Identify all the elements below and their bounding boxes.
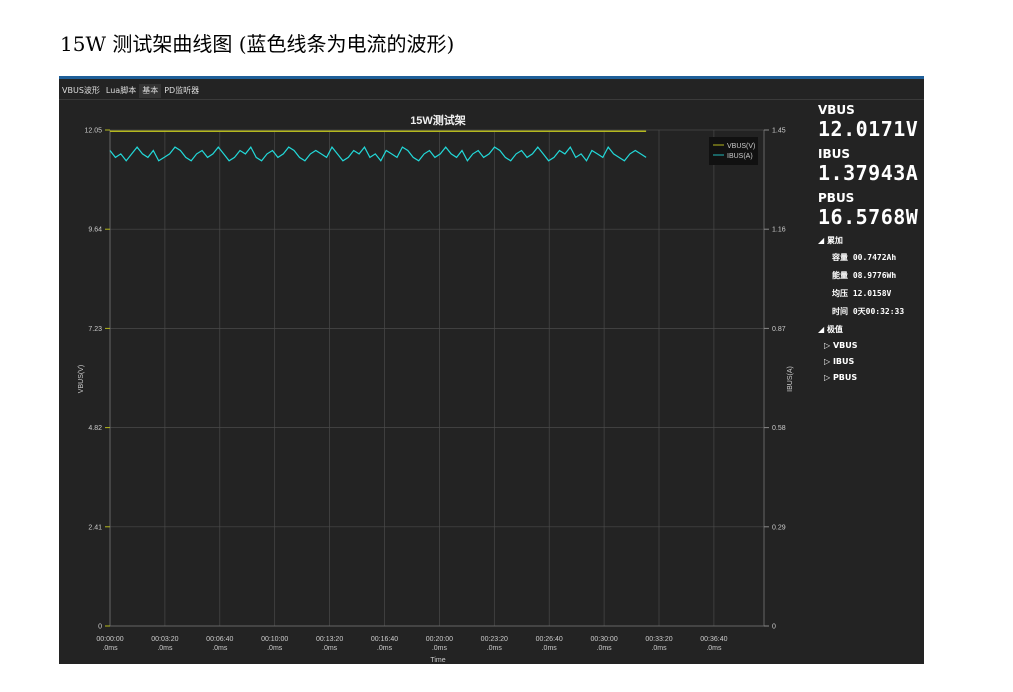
y-tick-label-left: 0 — [98, 624, 102, 631]
x-tick-sublabel: .0ms — [267, 645, 283, 652]
x-tick-sublabel: .0ms — [487, 645, 503, 652]
x-tick-label: 00:13:20 — [316, 636, 343, 643]
x-tick-label: 00:06:40 — [206, 636, 233, 643]
x-tick-label: 00:23:20 — [481, 636, 508, 643]
y-tick-label-right: 1.16 — [772, 227, 786, 234]
x-tick-sublabel: .0ms — [102, 645, 118, 652]
extreme-section[interactable]: ◢ 极值 — [818, 324, 918, 335]
extreme-pbus[interactable]: ▷ PBUS — [824, 373, 918, 382]
collapse-icon: ◢ — [818, 236, 827, 245]
accum-energy: 能量 08.9776Wh — [832, 270, 918, 281]
extreme-vbus[interactable]: ▷ VBUS — [824, 341, 918, 350]
x-tick-sublabel: .0ms — [157, 645, 173, 652]
capacity-value: 00.7472Ah — [852, 253, 897, 262]
tab-bar: VBUS波形 Lua脚本 基本 PD监听器 — [59, 84, 202, 98]
x-tick-sublabel: .0ms — [597, 645, 613, 652]
vbus-value: 12.0171V — [818, 117, 919, 141]
x-tick-sublabel: .0ms — [212, 645, 228, 652]
time-value: 0天00:32:33 — [852, 307, 905, 316]
pbus-value: 16.5768W — [818, 205, 919, 229]
x-tick-label: 00:00:00 — [96, 636, 123, 643]
tab-basic[interactable]: 基本 — [139, 84, 162, 98]
y-tick-label-right: 0.29 — [772, 524, 786, 531]
readout-panel: VBUS 12.0171V IBUS 1.37943A PBUS 16.5768… — [818, 103, 918, 389]
x-tick-sublabel: .0ms — [706, 645, 722, 652]
extreme-label: 极值 — [826, 325, 843, 334]
x-tick-sublabel: .0ms — [377, 645, 393, 652]
x-tick-label: 00:20:00 — [426, 636, 453, 643]
y-tick-label-left: 4.82 — [88, 425, 102, 432]
extreme-pbus-label: PBUS — [832, 373, 858, 382]
vbus-label: VBUS — [818, 103, 855, 117]
accum-avg-voltage: 均压 12.0158V — [832, 288, 918, 299]
pbus-label: PBUS — [818, 191, 855, 205]
collapse-icon: ◢ — [818, 325, 827, 334]
y-tick-label-left: 7.23 — [88, 326, 102, 333]
series-ibus-line — [109, 146, 647, 162]
x-tick-label: 00:26:40 — [536, 636, 563, 643]
ibus-value: 1.37943A — [818, 161, 919, 185]
x-tick-label: 00:33:20 — [645, 636, 672, 643]
y-tick-label-left: 12.05 — [84, 128, 102, 135]
x-tick-sublabel: .0ms — [322, 645, 338, 652]
expand-icon: ▷ — [824, 341, 833, 350]
ibus-label: IBUS — [818, 147, 850, 161]
y-tick-label-left: 9.64 — [88, 227, 102, 234]
avg-voltage-value: 12.0158V — [852, 289, 892, 298]
y-tick-label-right: 0.58 — [772, 425, 786, 432]
energy-value: 08.9776Wh — [852, 271, 897, 280]
capacity-label: 容量 — [832, 253, 848, 262]
extreme-vbus-label: VBUS — [832, 341, 858, 350]
y-tick-label-right: 1.45 — [772, 128, 786, 135]
x-tick-label: 00:16:40 — [371, 636, 398, 643]
y-axis-left-label: VBUS(V) — [78, 365, 85, 393]
tab-lua-script[interactable]: Lua脚本 — [105, 86, 137, 95]
chart-title: 15W测试架 — [410, 113, 466, 127]
x-tick-label: 00:03:20 — [151, 636, 178, 643]
accum-label: 累加 — [826, 236, 843, 245]
legend: VBUS(V) IBUS(A) — [709, 137, 758, 165]
tab-pd-monitor[interactable]: PD监听器 — [164, 86, 200, 95]
accum-section[interactable]: ◢ 累加 — [818, 235, 918, 246]
x-tick-sublabel: .0ms — [651, 645, 667, 652]
legend-ibus: IBUS(A) — [727, 153, 753, 160]
accum-capacity: 容量 00.7472Ah — [832, 252, 918, 263]
x-tick-label: 00:30:00 — [590, 636, 617, 643]
accum-time: 时间 0天00:32:33 — [832, 306, 918, 317]
extreme-ibus[interactable]: ▷ IBUS — [824, 357, 918, 366]
x-axis-label: Time — [430, 657, 445, 664]
y-tick-label-left: 2.41 — [88, 524, 102, 531]
document-title: 15W 测试架曲线图 (蓝色线条为电流的波形) — [60, 32, 455, 56]
y-tick-label-right: 0.87 — [772, 326, 786, 333]
energy-label: 能量 — [832, 271, 848, 280]
y-axis-right-label: IBUS(A) — [787, 366, 794, 392]
x-tick-sublabel: .0ms — [432, 645, 448, 652]
divider — [59, 99, 924, 100]
chart: 15W测试架 12.05 1.45 9.64 1.16 7.23 0.87 4.82 0.58… — [78, 113, 794, 664]
legend-vbus: VBUS(V) — [727, 143, 755, 150]
expand-icon: ▷ — [824, 357, 833, 366]
tab-vbus-waveform[interactable]: VBUS波形 — [62, 86, 100, 95]
y-tick-label-right: 0 — [772, 624, 776, 631]
time-label: 时间 — [832, 307, 848, 316]
extreme-ibus-label: IBUS — [832, 357, 855, 366]
x-tick-sublabel: .0ms — [542, 645, 558, 652]
app-window: VBUS波形 Lua脚本 基本 PD监听器 15W测试架 12.05 1.45 9.… — [59, 76, 924, 664]
avg-voltage-label: 均压 — [832, 289, 848, 298]
x-tick-label: 00:36:40 — [700, 636, 727, 643]
x-tick-label: 00:10:00 — [261, 636, 288, 643]
expand-icon: ▷ — [824, 373, 833, 382]
